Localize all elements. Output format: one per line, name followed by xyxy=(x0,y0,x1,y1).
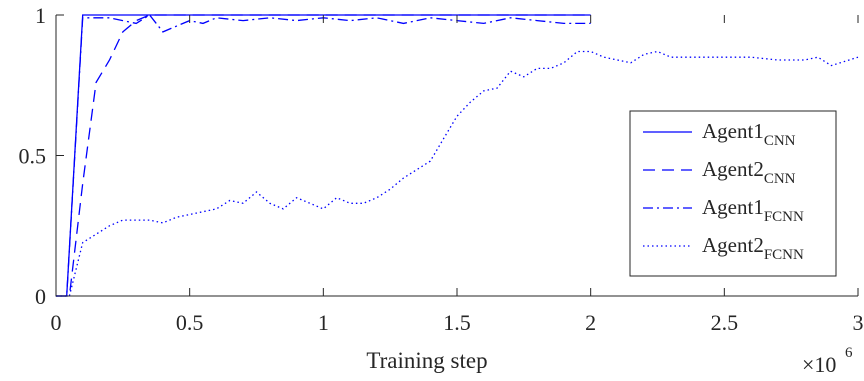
x-tick-label: 0 xyxy=(51,310,62,335)
series-line-agent1-fcnn xyxy=(56,14,591,297)
legend-label-subscript: FCNN xyxy=(764,209,804,225)
legend-label: Agent2FCNN xyxy=(702,233,804,263)
x-axis-multiplier: ×10 xyxy=(802,352,836,377)
legend-label: Agent2CNN xyxy=(702,157,796,187)
series-line-agent1-cnn xyxy=(56,14,591,297)
x-axis-label: Training step xyxy=(366,348,487,373)
y-tick-label: 0 xyxy=(35,284,46,309)
x-axis-multiplier-exponent: 6 xyxy=(845,345,853,361)
legend-box xyxy=(629,110,837,277)
x-tick-label: 3 xyxy=(853,310,864,335)
y-tick-label: 0.5 xyxy=(19,144,47,169)
legend-label: Agent1FCNN xyxy=(702,195,804,225)
x-tick-label: 2 xyxy=(585,310,596,335)
axes: 0 0.5 1 1.5 2 2.5 3 0 0.5 1 Training step ×10 6 xyxy=(19,3,864,377)
legend-label-name: Agent1 xyxy=(702,119,764,143)
y-tick-label: 1 xyxy=(35,3,46,28)
series-line-agent2-cnn xyxy=(56,14,591,297)
x-tick-label: 1 xyxy=(318,310,329,335)
x-tick-label: 0.5 xyxy=(176,310,204,335)
legend-label-name: Agent2 xyxy=(702,157,764,181)
legend-label-name: Agent1 xyxy=(702,195,764,219)
legend-label-subscript: CNN xyxy=(764,133,796,149)
legend-label: Agent1CNN xyxy=(702,119,796,149)
legend-label-subscript: FCNN xyxy=(764,247,804,263)
x-tick-label: 2.5 xyxy=(711,310,739,335)
legend-label-subscript: CNN xyxy=(764,171,796,187)
x-tick-label: 1.5 xyxy=(443,310,471,335)
legend-label-name: Agent2 xyxy=(702,233,764,257)
